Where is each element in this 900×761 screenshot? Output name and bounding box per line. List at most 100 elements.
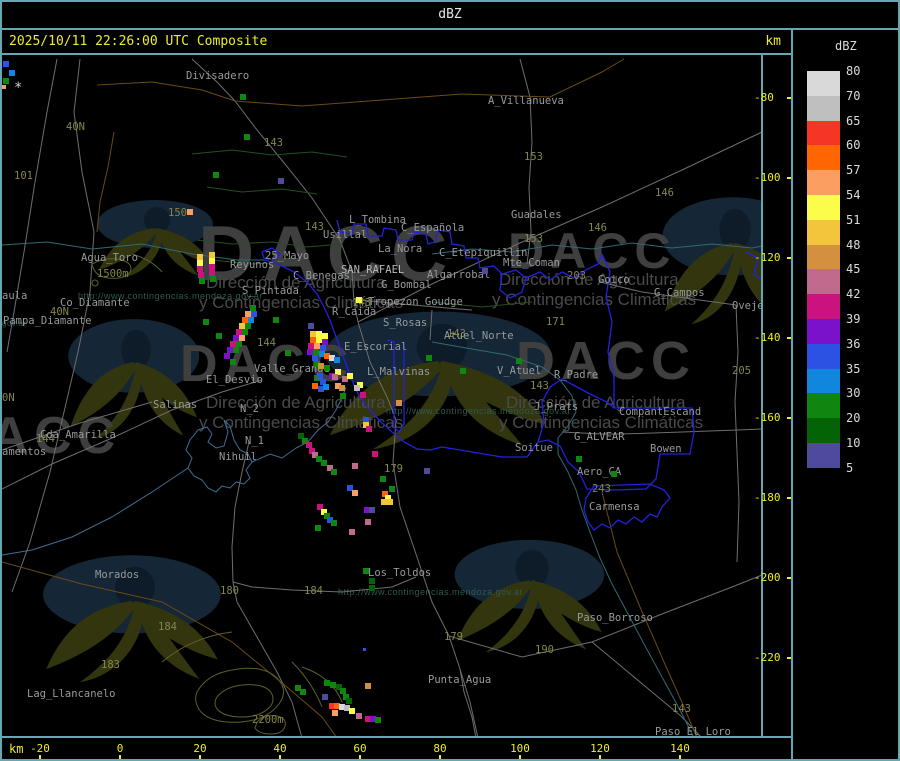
watermark-url: http://www.contingencias.mendoza.gov.ar xyxy=(338,587,523,597)
echo-pixel xyxy=(340,393,346,399)
echo-pixel xyxy=(369,578,375,584)
road-number-label: 143 xyxy=(530,380,549,392)
echo-pixel xyxy=(302,438,308,444)
scale-color-block xyxy=(807,443,840,468)
place-label: Algarrobal xyxy=(427,269,491,281)
watermark-org-line2: y Contingencias Climáticas xyxy=(199,413,404,432)
echo-pixel xyxy=(309,448,315,454)
radar-site-marker: * xyxy=(14,80,23,96)
dbz-scale-panel: dBZ 80 70 65 60 57 54 51 48 45 42 39 36 35 30 20 10 5 xyxy=(791,30,898,759)
echo-pixel xyxy=(342,376,348,382)
echo-pixel xyxy=(380,476,386,482)
place-label: Oveje xyxy=(732,300,763,312)
echo-pixel xyxy=(327,465,333,471)
km-unit-label: km xyxy=(765,34,781,49)
echo-pixel xyxy=(369,585,375,591)
road-number-label: 144 xyxy=(36,433,55,445)
echo-pixel xyxy=(209,258,215,264)
echo-pixel xyxy=(278,178,284,184)
echo-pixel xyxy=(356,713,362,719)
road-number-label: 40N xyxy=(50,306,69,318)
place-label: La_Nora xyxy=(378,243,423,255)
right-tick-label: -160 xyxy=(754,411,781,424)
echo-pixel xyxy=(329,703,335,709)
echo-pixel xyxy=(245,323,251,329)
echo-pixel xyxy=(339,704,345,710)
road-number-label: 190 xyxy=(535,644,554,656)
echo-pixel xyxy=(365,683,371,689)
echo-pixel xyxy=(318,363,324,369)
scale-value-label: 65 xyxy=(846,113,861,128)
echo-pixel xyxy=(320,379,326,385)
bottom-tick-label: 120 xyxy=(590,742,610,755)
scale-color-block xyxy=(807,95,840,121)
echo-pixel xyxy=(332,710,338,716)
echo-pixel xyxy=(347,373,353,379)
echo-pixel xyxy=(316,456,322,462)
bottom-tick-label: 0 xyxy=(116,742,124,755)
place-label: G_ALVEAR xyxy=(574,431,625,443)
road-number-label: 179 xyxy=(384,463,403,475)
echo-pixel xyxy=(396,400,402,406)
echo-pixel xyxy=(239,335,245,341)
bottom-tick-mark xyxy=(599,755,601,759)
echo-pixel xyxy=(354,385,360,391)
echo-pixel xyxy=(209,270,215,276)
place-label: CompantEscand xyxy=(619,406,702,418)
scale-color-block xyxy=(807,219,840,245)
echo-pixel xyxy=(329,355,335,361)
scale-value-label: 45 xyxy=(846,262,861,277)
echo-pixel xyxy=(324,353,330,359)
echo-pixel xyxy=(313,349,319,355)
radar-map[interactable]: DACC DACC DACC DACC DACC Dirección de Ag… xyxy=(2,2,763,738)
echo-pixel xyxy=(364,507,370,513)
echo-pixel xyxy=(3,61,9,67)
place-label: Los_Toldos xyxy=(368,567,432,579)
echo-pixel xyxy=(339,385,345,391)
echo-pixel xyxy=(331,469,337,475)
bottom-tick-label: 100 xyxy=(510,742,530,755)
echo-pixel xyxy=(363,568,369,574)
scale-title: dBZ xyxy=(835,39,857,53)
place-label: R_Padre xyxy=(554,369,599,381)
echo-pixel xyxy=(321,509,327,515)
echo-pixel xyxy=(298,433,304,439)
place-label: Paso_Borroso xyxy=(577,612,653,624)
echo-pixel xyxy=(233,347,239,353)
scale-value-label: 36 xyxy=(846,336,861,351)
scale-value-label: 42 xyxy=(846,287,861,302)
road-number-label: 146 xyxy=(655,187,674,199)
scale-value-label: 51 xyxy=(846,212,861,227)
echo-pixel xyxy=(352,490,358,496)
place-label: S_Rosas xyxy=(383,317,428,329)
road-number-label: 180 xyxy=(220,585,239,597)
echo-pixel xyxy=(317,373,323,379)
echo-pixel xyxy=(516,358,522,364)
echo-pixel xyxy=(236,329,242,335)
scale-value-label: 54 xyxy=(846,188,861,202)
scale-color-block xyxy=(807,195,840,220)
echo-pixel xyxy=(230,359,236,365)
scale-value-label: 39 xyxy=(846,312,861,326)
bottom-tick-mark xyxy=(359,755,361,759)
place-label: Usillal xyxy=(323,229,368,241)
echo-pixel xyxy=(210,276,216,282)
echo-pixel xyxy=(321,460,327,466)
echo-pixel xyxy=(273,317,279,323)
echo-pixel xyxy=(209,264,215,270)
echo-pixel xyxy=(360,392,366,398)
echo-pixel xyxy=(327,517,333,523)
echo-pixel xyxy=(381,499,387,505)
place-label: aula xyxy=(2,290,28,302)
scale-color-block xyxy=(807,368,840,394)
bottom-tick-label: -20 xyxy=(30,742,50,755)
scale-value-label: 35 xyxy=(846,361,861,376)
scale-value-label: 5 xyxy=(846,460,854,475)
road-number-label: 40N xyxy=(66,121,85,133)
road-number-label: 179 xyxy=(444,631,463,643)
echo-pixel xyxy=(365,716,371,722)
scale-value-label: 30 xyxy=(846,386,861,401)
echo-pixel xyxy=(322,333,328,339)
echo-pixel xyxy=(239,323,245,329)
scale-color-block xyxy=(807,244,840,270)
